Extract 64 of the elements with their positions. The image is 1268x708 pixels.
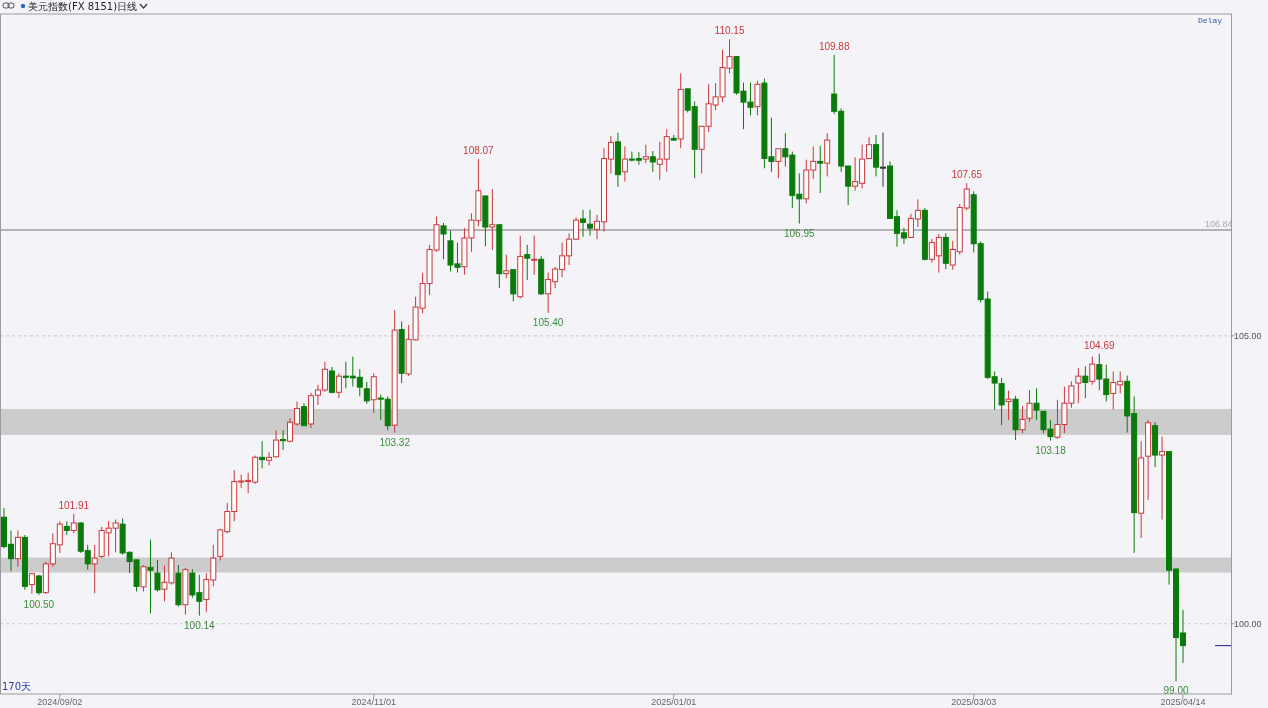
- candlestick: [147, 539, 154, 614]
- annotation: 107.65: [951, 169, 983, 181]
- annotation: 104.69: [1083, 339, 1116, 351]
- candlestick: [524, 244, 531, 281]
- chart-title: 美元指数(FX 8151): [28, 1, 118, 12]
- candlestick: [1033, 387, 1040, 421]
- y-tick-label: 105.00: [1234, 331, 1262, 342]
- candlestick: [587, 209, 594, 237]
- candlestick: [642, 144, 649, 164]
- candlestick: [824, 132, 831, 177]
- candlestick: [28, 573, 35, 595]
- annotation: 108.07: [463, 145, 495, 157]
- x-tick-label: 2025/04/14: [1160, 697, 1206, 707]
- candlestick: [14, 529, 21, 568]
- candlestick: [503, 254, 510, 279]
- annotation: 170天: [2, 681, 32, 692]
- annotation: 100.50: [23, 598, 55, 610]
- candlestick: [335, 372, 342, 399]
- candlestick: [328, 366, 335, 394]
- y-tick-label: 100.00: [1234, 619, 1262, 630]
- candlestick: [880, 132, 887, 188]
- candlestick: [154, 559, 161, 593]
- candlestick: [817, 145, 824, 194]
- annotation: 109.88: [818, 40, 850, 52]
- candlestick: [775, 148, 782, 179]
- candlestick: [580, 209, 587, 238]
- annotation: 103.32: [379, 436, 411, 448]
- chart-subtitle: 日线: [117, 1, 137, 12]
- x-tick-label: 2024/09/02: [37, 697, 83, 707]
- candlestick: [140, 564, 147, 593]
- annotation: 100.14: [184, 619, 216, 631]
- candlestick: [280, 429, 287, 451]
- annotation: 106.95: [784, 227, 816, 239]
- candlestick: [273, 429, 280, 458]
- x-tick-label: 2024/11/01: [351, 697, 396, 707]
- candlestick: [1019, 405, 1026, 434]
- candlestick: [873, 134, 880, 177]
- annotation: 103.18: [1035, 444, 1067, 456]
- candlestick: [649, 150, 656, 173]
- candlestick: [1005, 390, 1012, 421]
- candlestick: [363, 381, 370, 405]
- candlestick: [1159, 436, 1166, 521]
- text: Delay: [1197, 16, 1223, 25]
- annotation: 101.91: [58, 499, 90, 511]
- candlestick: [91, 544, 98, 594]
- candlestick: [754, 80, 761, 116]
- candlestick: [1089, 356, 1096, 386]
- candlestick: [259, 440, 266, 469]
- candlestick: [1075, 367, 1082, 404]
- candlestick: [370, 372, 377, 414]
- annotation: 110.15: [714, 25, 745, 37]
- ref-line-label: 106.84: [1205, 218, 1233, 229]
- candlestick: [70, 513, 77, 534]
- candlestick: [440, 222, 447, 260]
- candlestick: [1082, 365, 1089, 399]
- candlestick: [621, 145, 628, 183]
- x-tick-label: 2025/01/01: [651, 697, 697, 707]
- candlestick: [489, 188, 496, 251]
- candlestick: [266, 451, 273, 466]
- annotation: 105.40: [532, 316, 564, 328]
- x-tick-label: 2025/03/03: [951, 697, 997, 707]
- candlestick: [1026, 389, 1033, 423]
- annotation: 99.00: [1163, 685, 1189, 697]
- candlestick: [531, 235, 538, 276]
